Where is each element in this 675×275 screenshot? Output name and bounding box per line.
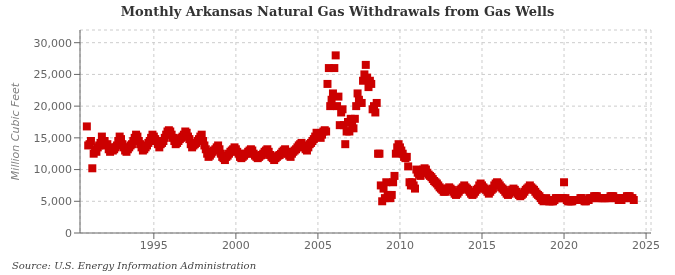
svg-text:2000: 2000	[222, 239, 250, 252]
svg-text:25,000: 25,000	[34, 68, 73, 81]
svg-text:5,000: 5,000	[41, 195, 73, 208]
html-text:Monthly Arkansas Natural Gas W: Monthly Arkansas Natural Gas Withdrawals…	[120, 4, 555, 19]
svg-text:0: 0	[65, 227, 72, 240]
svg-text:2025: 2025	[632, 239, 660, 252]
svg-text:1995: 1995	[140, 239, 168, 252]
svg-text:10,000: 10,000	[34, 163, 73, 176]
svg-text:2015: 2015	[468, 239, 496, 252]
svg-text:2010: 2010	[386, 239, 414, 252]
svg-text:20,000: 20,000	[34, 100, 73, 113]
svg-text:30,000: 30,000	[34, 37, 73, 50]
html-text:Source: U.S. Energy Informatio: Source: U.S. Energy Information Administ…	[12, 260, 257, 271]
svg-text:Million Cubic Feet: Million Cubic Feet	[9, 82, 22, 180]
svg-text:2020: 2020	[550, 239, 578, 252]
svg-text:15,000: 15,000	[34, 132, 73, 145]
svg-text:2005: 2005	[304, 239, 332, 252]
